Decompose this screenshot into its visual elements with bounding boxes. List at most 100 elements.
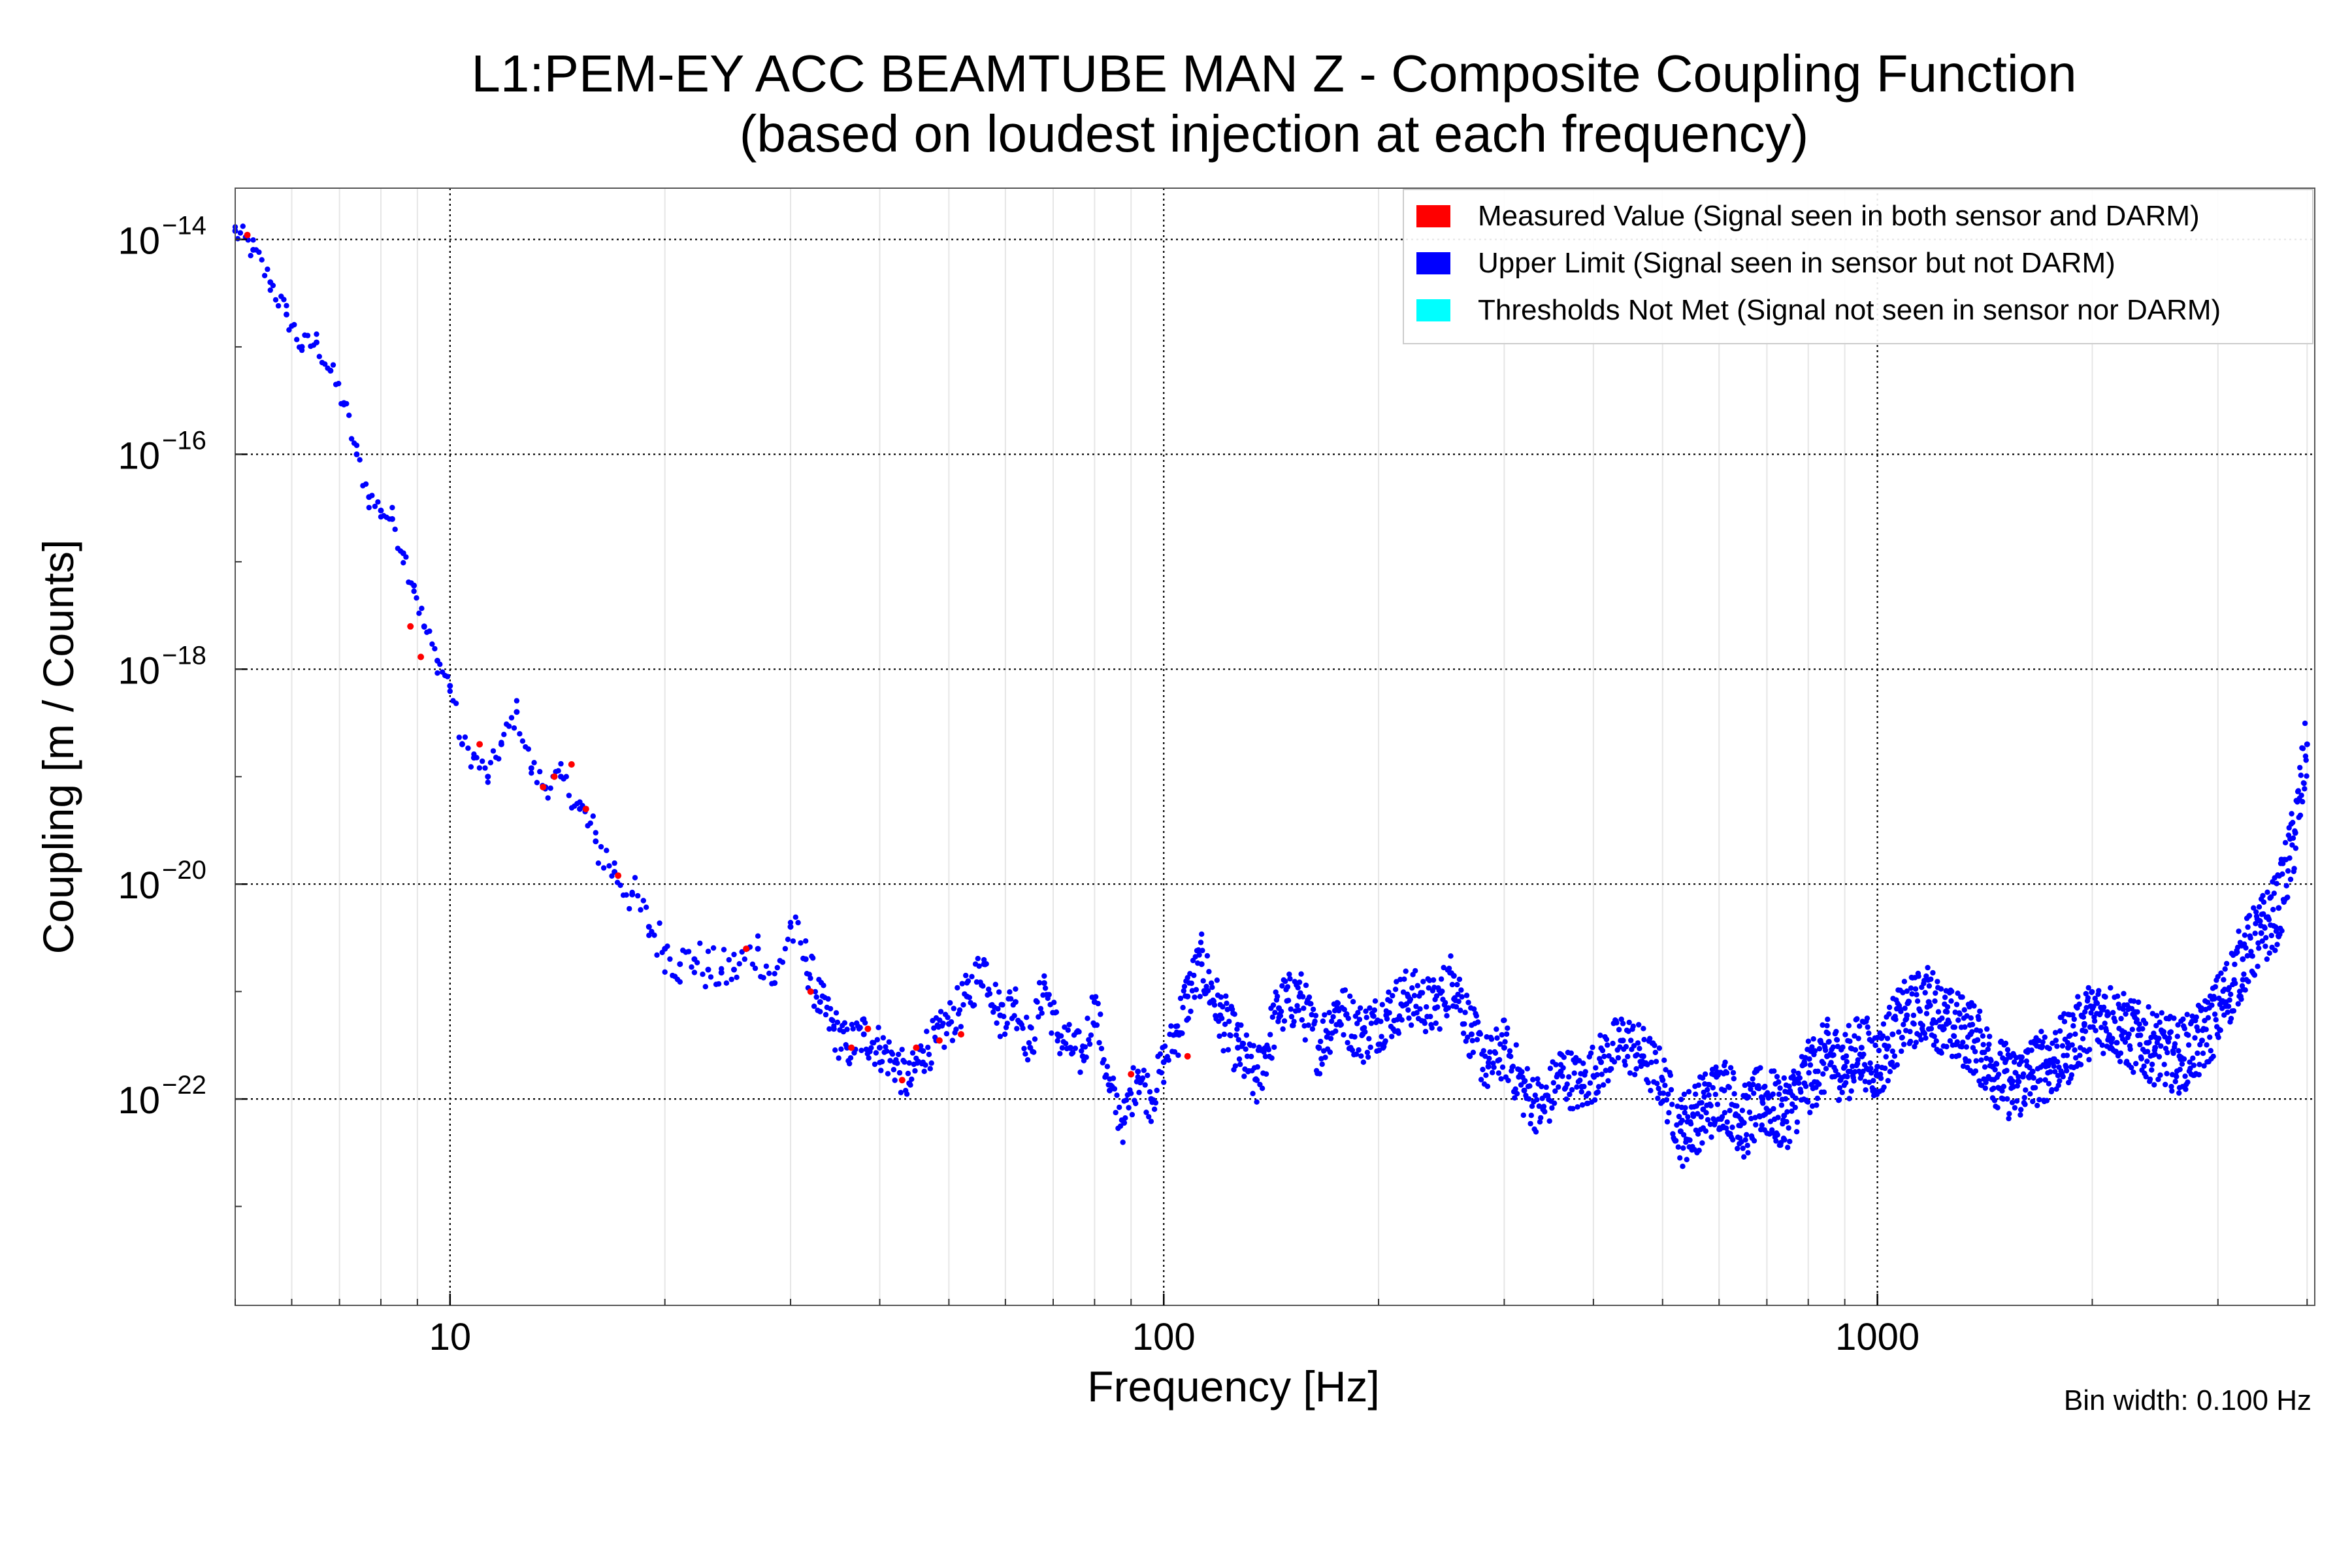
upper-limit-point xyxy=(1193,987,1200,993)
upper-limit-point xyxy=(1776,1091,1782,1098)
upper-limit-point xyxy=(2149,1061,2155,1068)
upper-limit-point xyxy=(275,302,282,309)
upper-limit-point xyxy=(1855,1057,1861,1063)
upper-limit-point xyxy=(1344,1011,1350,1017)
upper-limit-point xyxy=(2117,1058,2123,1065)
upper-limit-point xyxy=(1742,1137,1748,1143)
upper-limit-point xyxy=(749,961,756,968)
upper-limit-point xyxy=(844,1026,850,1032)
upper-limit-point xyxy=(1771,1105,1776,1112)
upper-limit-point xyxy=(959,981,965,987)
upper-limit-point xyxy=(2180,1016,2186,1022)
upper-limit-point xyxy=(1129,1111,1135,1118)
upper-limit-point xyxy=(1638,1063,1644,1070)
upper-limit-point xyxy=(462,734,468,740)
upper-limit-point xyxy=(1505,1077,1511,1084)
upper-limit-point xyxy=(2168,1029,2174,1035)
upper-limit-point xyxy=(1546,1118,1552,1124)
upper-limit-point xyxy=(1632,1071,1638,1078)
upper-limit-point xyxy=(501,732,507,738)
upper-limit-point xyxy=(595,860,602,866)
upper-limit-point xyxy=(1582,1069,1588,1075)
upper-limit-point xyxy=(609,873,615,879)
upper-limit-point xyxy=(1086,1041,1093,1047)
upper-limit-point xyxy=(1455,991,1461,998)
upper-limit-point xyxy=(997,1034,1004,1039)
upper-limit-point xyxy=(1677,1155,1683,1161)
upper-limit-point xyxy=(525,746,531,752)
measured-value-point xyxy=(807,988,814,995)
upper-limit-point xyxy=(2121,990,2127,997)
upper-limit-point xyxy=(2297,764,2303,771)
upper-limit-point xyxy=(1570,1105,1576,1112)
upper-limit-point xyxy=(1492,1050,1499,1056)
upper-limit-point xyxy=(498,741,504,747)
upper-limit-point xyxy=(1590,1044,1595,1051)
upper-limit-point xyxy=(1281,1018,1288,1024)
upper-limit-point xyxy=(2129,1026,2135,1032)
upper-limit-point xyxy=(808,975,813,981)
upper-limit-point xyxy=(240,223,246,229)
upper-limit-point xyxy=(2002,1040,2009,1047)
upper-limit-point xyxy=(841,1020,848,1026)
upper-limit-point xyxy=(1042,985,1049,991)
upper-limit-point xyxy=(2246,979,2251,985)
upper-limit-point xyxy=(629,891,636,898)
upper-limit-point xyxy=(2036,1097,2042,1103)
upper-limit-point xyxy=(1693,1091,1699,1098)
upper-limit-point xyxy=(1866,1030,1872,1036)
upper-limit-point xyxy=(1578,1089,1584,1095)
upper-limit-point xyxy=(1460,1030,1467,1036)
upper-limit-point xyxy=(1139,1075,1146,1081)
legend-box xyxy=(1403,189,2313,344)
upper-limit-point xyxy=(1760,1100,1766,1106)
upper-limit-point xyxy=(2157,1019,2163,1025)
upper-limit-point xyxy=(1352,1034,1358,1040)
upper-limit-point xyxy=(1296,979,1303,985)
upper-limit-point xyxy=(1277,1013,1284,1019)
upper-limit-point xyxy=(2264,956,2270,962)
upper-limit-point xyxy=(1184,975,1190,981)
upper-limit-point xyxy=(1465,1000,1471,1005)
upper-limit-point xyxy=(795,920,801,926)
upper-limit-point xyxy=(2172,1079,2178,1085)
upper-limit-point xyxy=(593,830,598,836)
upper-limit-point xyxy=(1306,994,1313,1000)
upper-limit-point xyxy=(1854,1016,1860,1022)
x-axis-label: Frequency [Hz] xyxy=(1087,1362,1380,1411)
upper-limit-point xyxy=(2004,1096,2010,1102)
upper-limit-point xyxy=(2094,1000,2100,1006)
upper-limit-point xyxy=(1347,993,1353,1000)
upper-limit-point xyxy=(1702,1071,1708,1077)
upper-limit-point xyxy=(638,907,644,913)
upper-limit-point xyxy=(2018,1058,2025,1064)
upper-limit-point xyxy=(1519,1069,1525,1075)
upper-limit-point xyxy=(909,1050,916,1056)
upper-limit-point xyxy=(1868,1066,1874,1071)
upper-limit-point xyxy=(1232,1063,1239,1069)
upper-limit-point xyxy=(2052,1030,2059,1036)
upper-limit-point xyxy=(1226,1019,1232,1024)
upper-limit-point xyxy=(1928,1026,1935,1032)
upper-limit-point xyxy=(1507,1048,1513,1054)
upper-limit-point xyxy=(1801,1080,1808,1086)
upper-limit-point xyxy=(1079,1053,1086,1060)
upper-limit-point xyxy=(1184,993,1191,1000)
upper-limit-point xyxy=(2156,1054,2163,1060)
upper-limit-point xyxy=(1957,1011,1963,1017)
upper-limit-point xyxy=(2042,1077,2048,1083)
upper-limit-point xyxy=(1432,1005,1439,1011)
upper-limit-point xyxy=(1197,994,1203,1000)
upper-limit-point xyxy=(1037,1005,1044,1012)
upper-limit-point xyxy=(1955,1017,1961,1023)
upper-limit-point xyxy=(2260,892,2266,899)
upper-limit-point xyxy=(838,1046,844,1053)
upper-limit-point xyxy=(1759,1122,1765,1128)
upper-limit-point xyxy=(1782,1137,1788,1143)
upper-limit-point xyxy=(2204,1000,2211,1005)
upper-limit-point xyxy=(1777,1085,1783,1091)
upper-limit-point xyxy=(2232,980,2238,987)
upper-limit-point xyxy=(1640,1053,1646,1060)
upper-limit-point xyxy=(1154,1087,1160,1094)
upper-limit-point xyxy=(1059,1045,1066,1051)
